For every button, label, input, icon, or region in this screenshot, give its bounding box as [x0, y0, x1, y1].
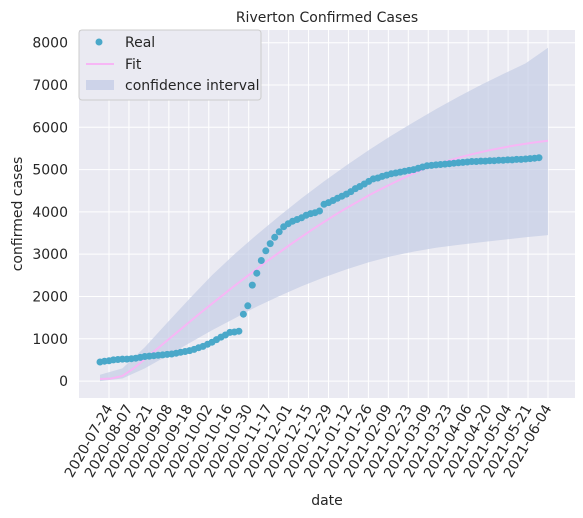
legend: Real Fit confidence interval — [78, 29, 262, 101]
y-tick-label: 1000 — [32, 332, 68, 348]
fit-line-layer — [99, 139, 549, 380]
y-tick-label: 4000 — [32, 205, 68, 221]
confidence-band — [100, 47, 548, 382]
real-data-point — [535, 154, 543, 162]
real-data-point — [235, 327, 243, 335]
legend-real-label: Real — [125, 35, 155, 51]
legend-real-marker — [95, 38, 103, 46]
y-tick-label: 6000 — [32, 120, 68, 136]
legend-box — [78, 29, 262, 101]
legend-fit-label: Fit — [125, 57, 142, 73]
real-data-point — [275, 228, 283, 236]
y-tick-labels: 0 1000 2000 3000 4000 5000 6000 7000 8000 — [32, 36, 68, 390]
y-tick-label: 3000 — [32, 247, 68, 263]
confidence-interval-band — [100, 47, 548, 382]
legend-ci-patch — [86, 80, 114, 90]
y-axis-label: confirmed cases — [10, 157, 26, 272]
real-data-point — [257, 257, 265, 264]
real-data-point — [253, 269, 261, 277]
real-data-point — [262, 247, 270, 255]
real-data-point — [271, 233, 279, 241]
real-data-point — [248, 281, 256, 289]
legend-ci-label: confidence interval — [125, 78, 259, 94]
y-tick-label: 5000 — [32, 163, 68, 179]
y-tick-label: 8000 — [32, 36, 68, 52]
y-tick-label: 7000 — [32, 78, 68, 94]
x-tick-labels: 2020-07-242020-08-072020-08-212020-09-08… — [62, 402, 556, 481]
y-tick-label: 2000 — [32, 289, 68, 305]
real-data-point — [316, 207, 323, 215]
real-data-point — [266, 240, 274, 248]
real-data-point — [244, 302, 252, 310]
chart-title: Riverton Confirmed Cases — [236, 10, 418, 26]
real-points — [96, 154, 543, 366]
x-axis-label: date — [311, 493, 343, 509]
fit-line — [99, 139, 549, 380]
y-tick-label: 0 — [59, 374, 68, 390]
real-data-point — [239, 310, 247, 318]
